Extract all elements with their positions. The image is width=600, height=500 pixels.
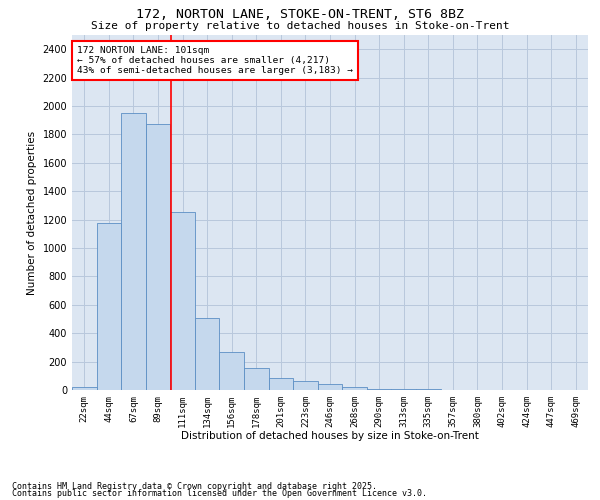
Y-axis label: Number of detached properties: Number of detached properties	[27, 130, 37, 294]
Text: Contains HM Land Registry data © Crown copyright and database right 2025.: Contains HM Land Registry data © Crown c…	[12, 482, 377, 491]
Bar	[220, 352, 244, 390]
Bar	[195, 318, 220, 390]
Bar	[170, 212, 195, 390]
Text: Contains public sector information licensed under the Open Government Licence v3: Contains public sector information licen…	[12, 489, 427, 498]
Text: 172 NORTON LANE: 101sqm
← 57% of detached houses are smaller (4,217)
43% of semi: 172 NORTON LANE: 101sqm ← 57% of detache…	[77, 46, 353, 76]
Bar	[342, 388, 367, 390]
Bar	[97, 223, 121, 390]
Text: 172, NORTON LANE, STOKE-ON-TRENT, ST6 8BZ: 172, NORTON LANE, STOKE-ON-TRENT, ST6 8B…	[136, 8, 464, 20]
Bar	[121, 113, 146, 390]
Bar	[244, 368, 269, 390]
X-axis label: Distribution of detached houses by size in Stoke-on-Trent: Distribution of detached houses by size …	[181, 432, 479, 442]
Bar	[318, 384, 342, 390]
Bar	[72, 387, 97, 390]
Bar	[367, 388, 391, 390]
Text: Size of property relative to detached houses in Stoke-on-Trent: Size of property relative to detached ho…	[91, 21, 509, 31]
Bar	[293, 381, 318, 390]
Bar	[269, 378, 293, 390]
Bar	[391, 389, 416, 390]
Bar	[146, 124, 170, 390]
